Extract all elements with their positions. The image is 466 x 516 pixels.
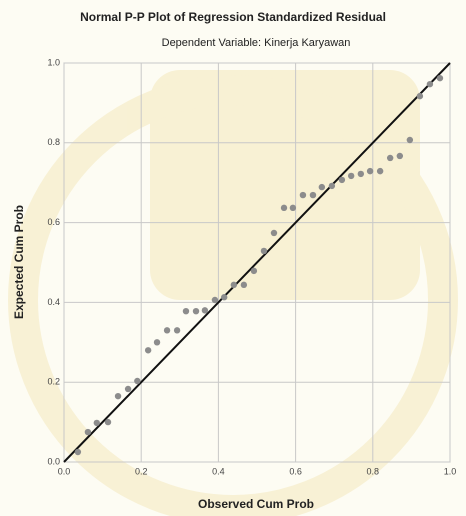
point — [348, 173, 354, 179]
point — [397, 153, 403, 159]
point — [437, 75, 443, 81]
y-tick-label: 0.8 — [47, 137, 60, 147]
point — [407, 137, 413, 143]
x-tick-label: 0.2 — [135, 466, 148, 476]
chart-title: Normal P-P Plot of Regression Standardiz… — [80, 10, 386, 24]
x-tick-label: 0.4 — [212, 466, 225, 476]
point — [174, 327, 180, 333]
point — [94, 420, 100, 426]
x-tick-label: 1.0 — [444, 466, 457, 476]
point — [164, 327, 170, 333]
point — [134, 378, 140, 384]
y-tick-label: 0.4 — [47, 297, 60, 307]
y-axis-label: Expected Cum Prob — [12, 205, 26, 319]
chart-subtitle: Dependent Variable: Kinerja Karyawan — [162, 37, 351, 49]
point — [290, 205, 296, 211]
point — [377, 168, 383, 174]
point — [231, 282, 237, 288]
point — [251, 268, 257, 274]
point — [310, 192, 316, 198]
point — [75, 449, 81, 455]
point — [261, 248, 267, 254]
y-tick-label: 0.6 — [47, 217, 60, 227]
y-tick-label: 1.0 — [47, 57, 60, 67]
point — [212, 297, 218, 303]
x-axis-label: Observed Cum Prob — [198, 497, 314, 511]
point — [241, 282, 247, 288]
point — [387, 155, 393, 161]
point — [193, 308, 199, 314]
x-tick-label: 0.6 — [289, 466, 302, 476]
point — [154, 339, 160, 345]
x-tick-label: 0.0 — [58, 466, 71, 476]
x-tick-label: 0.8 — [367, 466, 380, 476]
point — [329, 183, 335, 189]
point — [339, 177, 345, 183]
point — [221, 294, 227, 300]
point — [367, 168, 373, 174]
point — [183, 308, 189, 314]
point — [105, 419, 111, 425]
point — [417, 93, 423, 99]
chart: Normal P-P Plot of Regression Standardiz… — [0, 0, 466, 516]
point — [281, 205, 287, 211]
y-tick-label: 0.2 — [47, 377, 60, 387]
point — [358, 171, 364, 177]
point — [85, 429, 91, 435]
point — [300, 192, 306, 198]
point — [427, 81, 433, 87]
point — [125, 386, 131, 392]
point — [271, 230, 277, 236]
point — [202, 307, 208, 313]
point — [319, 184, 325, 190]
point — [115, 393, 121, 399]
point — [145, 347, 151, 353]
y-tick-label: 0.0 — [47, 456, 60, 466]
